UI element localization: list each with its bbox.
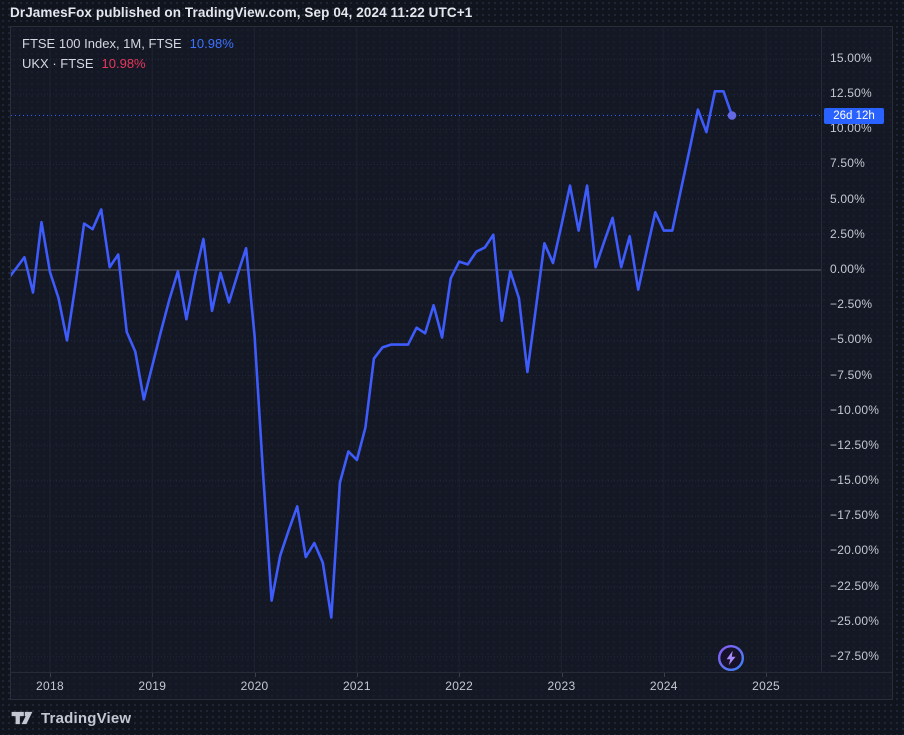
footer-brand-name: TradingView <box>41 709 132 727</box>
legend-compare-symbol: UKX · FTSE <box>22 56 94 71</box>
time-axis-tick <box>459 673 461 677</box>
price-axis-label: −22.50% <box>830 578 880 593</box>
time-axis-tick <box>663 673 665 677</box>
price-axis-label: −25.00% <box>830 613 880 628</box>
time-axis-label: 2021 <box>342 679 371 693</box>
legend-compare-change-value: 10.98% <box>101 56 146 71</box>
price-axis-label: −10.00% <box>830 402 880 417</box>
legend-row-main[interactable]: FTSE 100 Index, 1M, FTSE 10.98% <box>22 36 234 51</box>
time-axis[interactable]: 2018 2019 2020 2021 2022 2023 2024 2025 <box>11 672 892 699</box>
time-axis-label: 2025 <box>752 679 781 693</box>
time-axis-label: 2020 <box>240 679 269 693</box>
boost-lightning-button[interactable] <box>717 644 745 672</box>
footer-bar: TradingView <box>11 705 131 731</box>
price-axis-label: 10.00% <box>830 121 872 136</box>
legend-symbol-title: FTSE 100 Index, 1M, FTSE <box>22 36 182 51</box>
time-axis-label: 2019 <box>138 679 167 693</box>
price-axis-label: −17.50% <box>830 508 880 523</box>
legend-main-change-value: 10.98% <box>189 36 234 51</box>
price-axis-label: −2.50% <box>830 297 873 312</box>
chart-legend: FTSE 100 Index, 1M, FTSE 10.98% UKX · FT… <box>22 36 234 76</box>
time-axis-tick <box>152 673 154 677</box>
price-axis-label: 12.50% <box>830 86 872 101</box>
price-axis-label: −7.50% <box>830 367 873 382</box>
chart-canvas[interactable] <box>11 27 821 672</box>
legend-row-compare[interactable]: UKX · FTSE 10.98% <box>22 56 234 71</box>
price-axis-label: 15.00% <box>830 50 872 65</box>
time-axis-tick <box>356 673 358 677</box>
time-axis-label: 2022 <box>445 679 474 693</box>
price-axis-label: −12.50% <box>830 437 880 452</box>
time-axis-tick <box>254 673 256 677</box>
bar-close-countdown-badge: 26d 12h <box>824 107 884 124</box>
price-axis-label: −15.00% <box>830 473 880 488</box>
time-axis-label: 2023 <box>547 679 576 693</box>
price-axis-label: −27.50% <box>830 648 880 663</box>
time-axis-label: 2024 <box>649 679 678 693</box>
tradingview-logo-link[interactable]: TradingView <box>11 710 131 727</box>
attribution-text: DrJamesFox published on TradingView.com,… <box>10 5 473 20</box>
price-axis-label: 0.00% <box>830 262 866 276</box>
price-axis-label: −20.00% <box>830 543 880 558</box>
price-axis[interactable]: 26d 12h 15.00% 12.50% 10.00% 7.50% 5.00% 2.50… <box>821 27 892 672</box>
price-axis-label: −5.00% <box>830 332 873 347</box>
time-axis-tick <box>561 673 563 677</box>
time-axis-tick <box>766 673 768 677</box>
price-axis-label: 2.50% <box>830 226 866 241</box>
endpoint-dot <box>727 111 737 120</box>
price-line <box>11 90 734 619</box>
price-axis-label: 7.50% <box>830 156 866 171</box>
price-axis-label: 5.00% <box>830 191 866 206</box>
lightning-bolt-icon <box>717 644 745 672</box>
time-axis-tick <box>50 673 51 677</box>
chart-panel: FTSE 100 Index, 1M, FTSE 10.98% UKX · FT… <box>10 26 893 700</box>
tradingview-logo-icon <box>11 711 33 725</box>
time-axis-label: 2018 <box>36 679 64 693</box>
